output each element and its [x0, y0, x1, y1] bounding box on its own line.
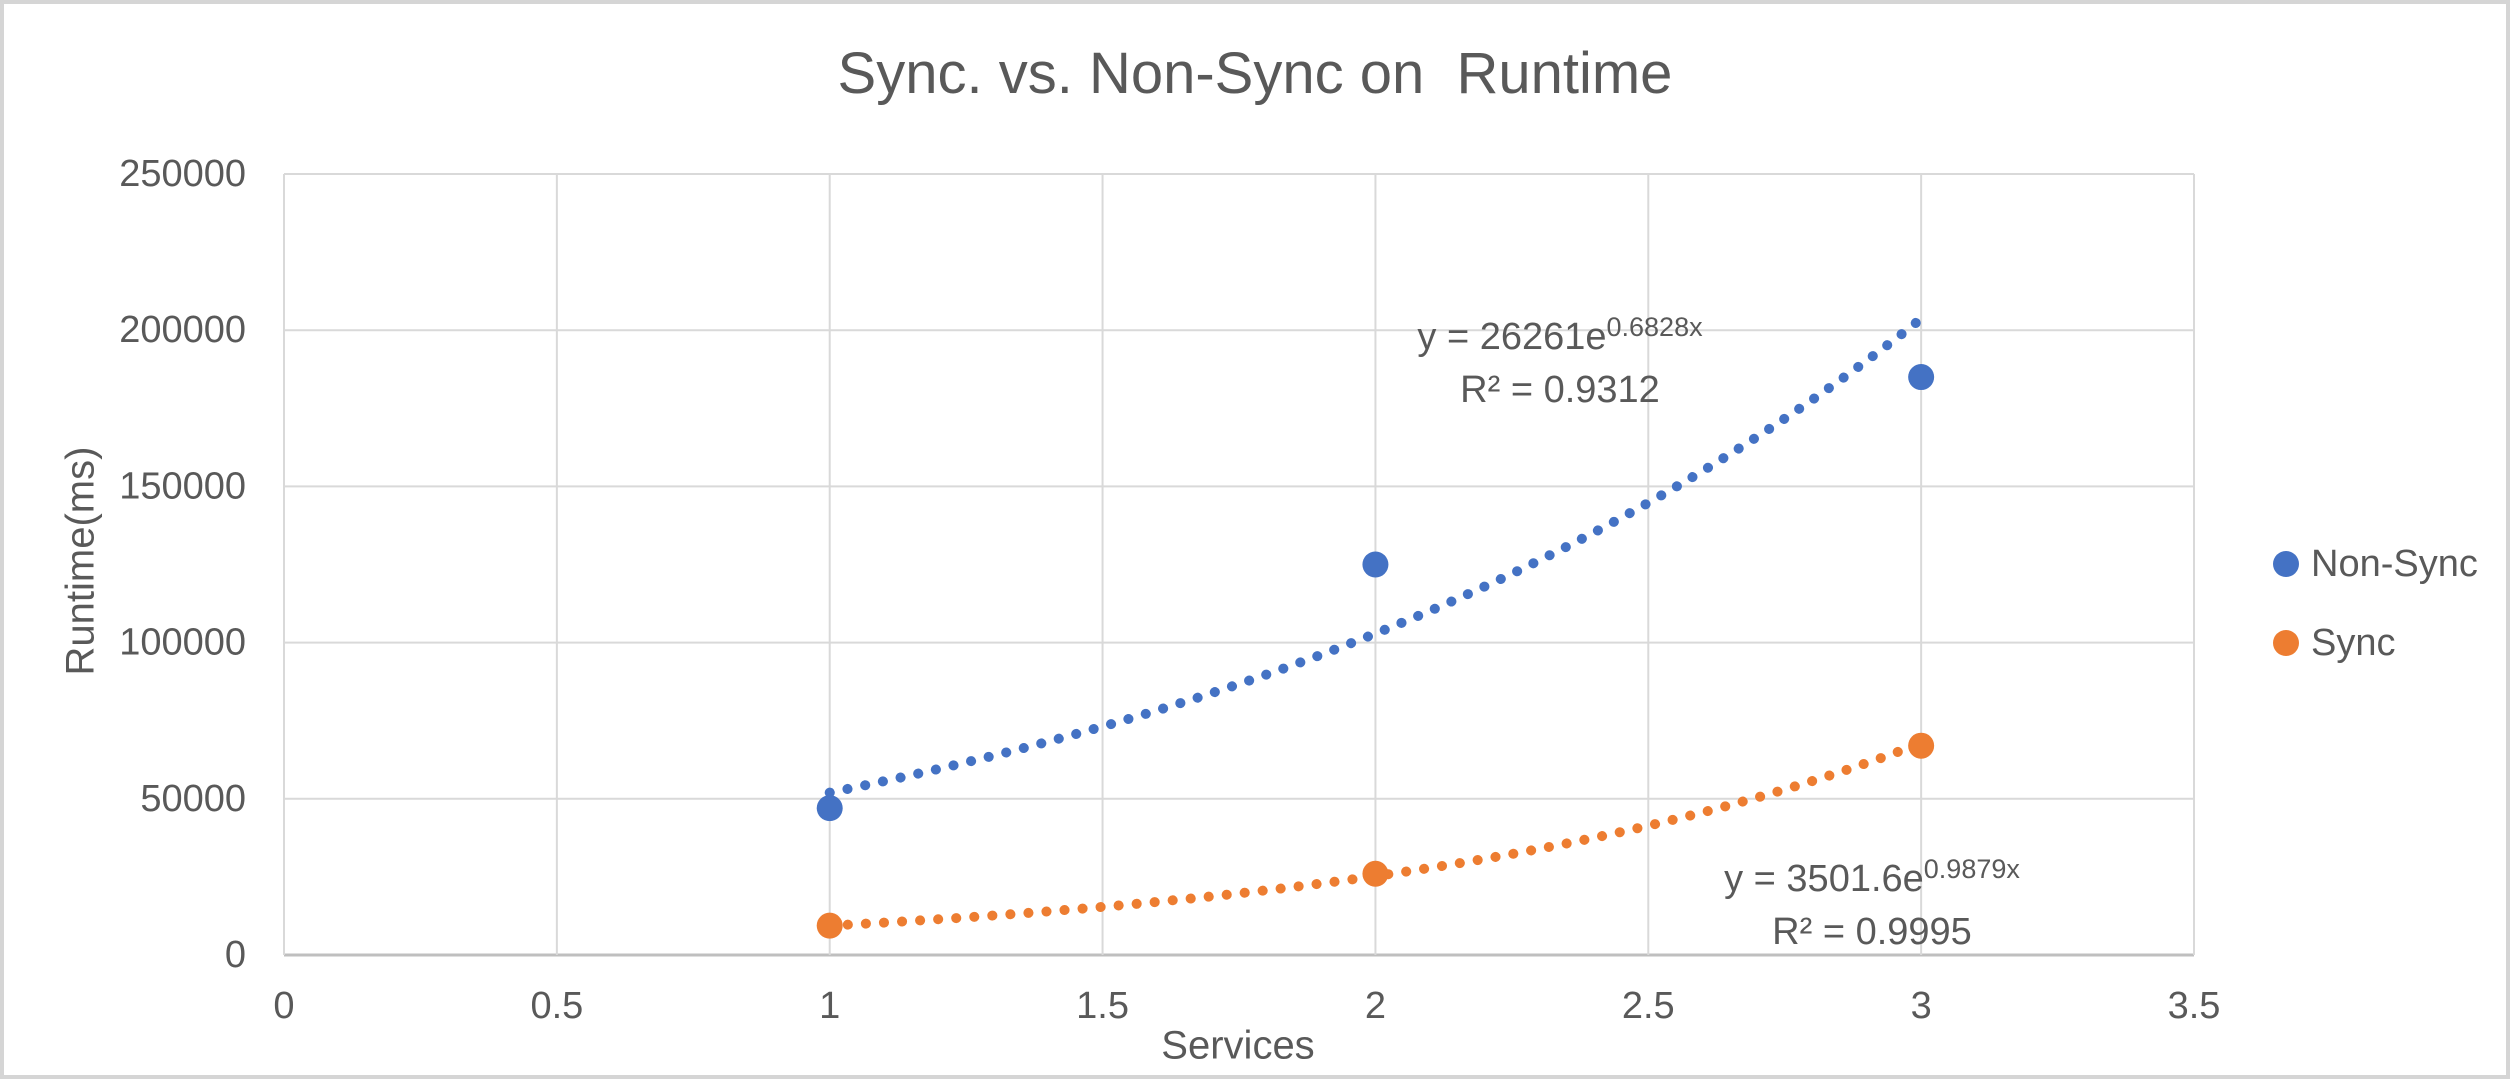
y-tick-label: 150000	[119, 465, 246, 507]
data-point-non-sync	[816, 795, 843, 822]
x-tick-label: 3	[1911, 985, 1932, 1027]
equation-text-sync: y = 3501.6e0.9879x	[1724, 854, 2020, 907]
y-tick-label: 50000	[140, 778, 246, 820]
r-squared-non-sync: R² = 0.9312	[1460, 369, 1660, 411]
legend-label-sync: Sync	[2311, 621, 2396, 664]
x-tick-label: 0	[273, 985, 294, 1027]
legend-marker-sync	[2273, 630, 2299, 656]
x-tick-label: 1.5	[1076, 985, 1129, 1027]
legend-label-non-sync: Non-Sync	[2311, 542, 2478, 585]
x-tick-label: 3.5	[2168, 985, 2221, 1027]
x-tick-label: 1	[819, 985, 840, 1027]
data-point-sync	[1908, 732, 1935, 759]
trendline-sync	[824, 738, 1927, 931]
data-point-sync	[816, 912, 843, 939]
data-point-non-sync	[1908, 364, 1935, 391]
legend-item-non-sync[interactable]: Non-Sync	[2273, 542, 2478, 585]
chart-title: Sync. vs. Non-Sync on Runtime	[837, 41, 1673, 106]
trendline-equation-sync: y = 3501.6e0.9879x R² = 0.9995	[1724, 854, 2020, 957]
plot-area: 0 50000 100000 150000 200000 250000 0 0.5 1 1.5 2 2…	[119, 153, 2221, 1027]
y-axis-title: Runtime(ms)	[58, 446, 103, 676]
y-tick-label: 0	[225, 934, 246, 976]
legend: Non-Sync Sync	[2273, 542, 2478, 664]
x-axis-title: Services	[1161, 1023, 1315, 1068]
legend-marker-non-sync	[2273, 551, 2299, 577]
data-point-sync	[1362, 860, 1389, 887]
equation-exponent: 0.6828x	[1606, 311, 1703, 342]
equation-text-non-sync: y = 26261e0.6828x	[1417, 312, 1702, 365]
legend-item-sync[interactable]: Sync	[2273, 621, 2478, 664]
equation-prefix: y = 3501.6e	[1724, 858, 1924, 900]
equation-exponent: 0.9879x	[1923, 853, 2020, 884]
trendline-non-sync	[824, 313, 1927, 798]
data-point-non-sync	[1362, 551, 1389, 578]
x-tick-label: 2	[1365, 985, 1386, 1027]
r-squared-sync: R² = 0.9995	[1772, 911, 1972, 953]
x-tick-label: 2.5	[1622, 985, 1675, 1027]
y-tick-label: 100000	[119, 622, 246, 664]
trendline-equation-non-sync: y = 26261e0.6828x R² = 0.9312	[1417, 312, 1702, 415]
y-tick-label: 250000	[119, 153, 246, 195]
equation-prefix: y = 26261e	[1417, 316, 1607, 358]
x-tick-label: 0.5	[530, 985, 583, 1027]
y-tick-label: 200000	[119, 309, 246, 351]
